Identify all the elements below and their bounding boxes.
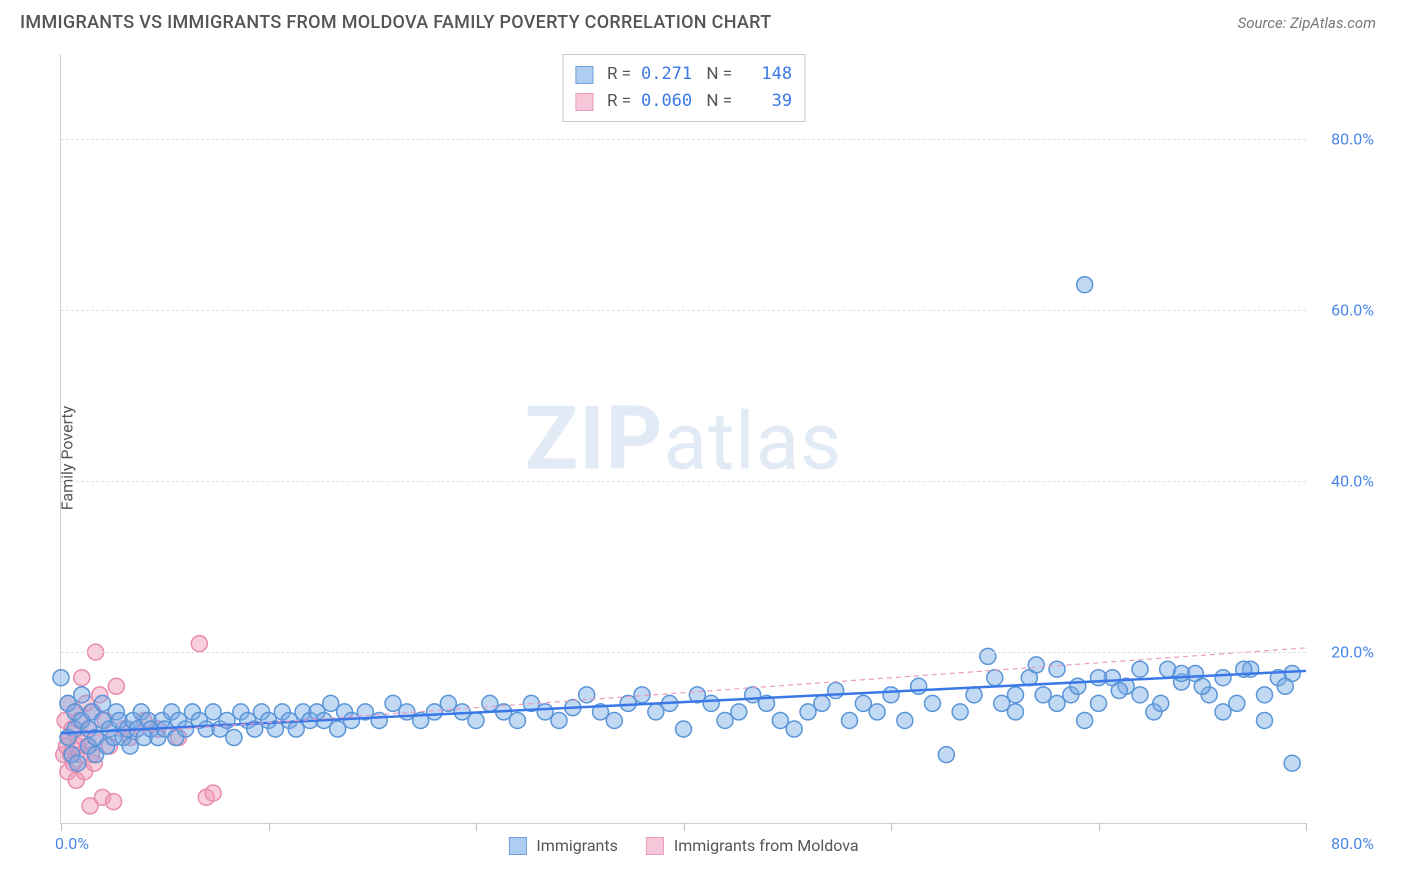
scatter-point [814, 695, 830, 711]
chart-title: IMMIGRANTS VS IMMIGRANTS FROM MOLDOVA FA… [20, 12, 771, 33]
scatter-point [579, 687, 595, 703]
swatch-moldova [575, 93, 593, 111]
scatter-point [828, 683, 844, 699]
swatch-immigrants-bottom [508, 837, 526, 855]
scatter-point [938, 747, 954, 763]
source-attribution: Source: ZipAtlas.com [1238, 14, 1376, 32]
n-label: N = [702, 88, 732, 115]
scatter-point [1049, 695, 1065, 711]
scatter-point [1277, 678, 1293, 694]
scatter-point [205, 785, 221, 801]
scatter-point [911, 678, 927, 694]
scatter-point [980, 648, 996, 664]
x-tick [61, 823, 62, 831]
y-tick-label: 20.0% [1331, 643, 1374, 662]
scatter-point [883, 687, 899, 703]
scatter-point [74, 687, 90, 703]
legend-row-immigrants: R = 0.271 N = 148 [575, 61, 792, 88]
gridline [61, 310, 1306, 311]
x-tick-label: 80.0% [1331, 834, 1374, 853]
scatter-point [1008, 704, 1024, 720]
series-legend: Immigrants Immigrants from Moldova [508, 836, 858, 855]
scatter-point [74, 670, 90, 686]
scatter-point [106, 794, 122, 810]
scatter-point [703, 695, 719, 711]
scatter-point [786, 721, 802, 737]
scatter-point [966, 687, 982, 703]
scatter-point [108, 678, 124, 694]
scatter-point [1132, 687, 1148, 703]
x-tick [1099, 823, 1100, 831]
x-tick [1306, 823, 1307, 831]
r-value-moldova: 0.060 [641, 88, 692, 115]
scatter-point [925, 695, 941, 711]
correlation-legend: R = 0.271 N = 148 R = 0.060 N = 39 [562, 54, 805, 122]
legend-item-moldova: Immigrants from Moldova [646, 836, 859, 855]
scatter-point [1091, 695, 1107, 711]
scatter-svg [61, 54, 1306, 823]
n-value-immigrants: 148 [742, 61, 792, 88]
gridline [61, 481, 1306, 482]
legend-row-moldova: R = 0.060 N = 39 [575, 88, 792, 115]
scatter-point [1215, 670, 1231, 686]
scatter-point [842, 712, 858, 728]
legend-label-immigrants: Immigrants [536, 836, 617, 855]
swatch-moldova-bottom [646, 837, 664, 855]
chart-header: IMMIGRANTS VS IMMIGRANTS FROM MOLDOVA FA… [0, 0, 1406, 41]
scatter-point [1008, 687, 1024, 703]
n-label: N = [702, 61, 732, 88]
scatter-point [1284, 755, 1300, 771]
scatter-point [731, 704, 747, 720]
scatter-point [1215, 704, 1231, 720]
scatter-point [869, 704, 885, 720]
x-tick [269, 823, 270, 831]
n-value-moldova: 39 [742, 88, 792, 115]
y-tick-label: 40.0% [1331, 472, 1374, 491]
gridline [61, 139, 1306, 140]
r-label: R = [607, 61, 631, 88]
y-tick-label: 60.0% [1331, 301, 1374, 320]
scatter-point [897, 712, 913, 728]
scatter-point [226, 730, 242, 746]
legend-item-immigrants: Immigrants [508, 836, 617, 855]
scatter-point [510, 712, 526, 728]
gridline [61, 652, 1306, 653]
scatter-point [191, 636, 207, 652]
legend-label-moldova: Immigrants from Moldova [674, 836, 859, 855]
x-tick [476, 823, 477, 831]
scatter-point [1111, 683, 1127, 699]
scatter-point [1194, 678, 1210, 694]
scatter-point [1132, 661, 1148, 677]
scatter-point [1070, 678, 1086, 694]
scatter-point [551, 712, 567, 728]
scatter-point [952, 704, 968, 720]
scatter-point [1077, 712, 1093, 728]
y-tick-label: 80.0% [1331, 130, 1374, 149]
scatter-point [676, 721, 692, 737]
scatter-point [53, 670, 69, 686]
scatter-point [468, 712, 484, 728]
plot-region: ZIPatlas R = 0.271 N = 148 R = 0.060 N =… [60, 54, 1306, 824]
scatter-point [987, 670, 1003, 686]
scatter-point [1257, 712, 1273, 728]
r-label: R = [607, 88, 631, 115]
scatter-point [1049, 661, 1065, 677]
x-tick-label: 0.0% [55, 834, 89, 853]
scatter-point [1091, 670, 1107, 686]
scatter-point [70, 755, 86, 771]
scatter-point [1257, 687, 1273, 703]
swatch-immigrants [575, 66, 593, 84]
scatter-point [1028, 657, 1044, 673]
scatter-point [1077, 277, 1093, 293]
chart-area: Family Poverty ZIPatlas R = 0.271 N = 14… [20, 44, 1396, 872]
r-value-immigrants: 0.271 [641, 61, 692, 88]
scatter-point [606, 712, 622, 728]
scatter-point [1174, 665, 1190, 681]
x-tick [684, 823, 685, 831]
scatter-point [1153, 695, 1169, 711]
x-tick [891, 823, 892, 831]
